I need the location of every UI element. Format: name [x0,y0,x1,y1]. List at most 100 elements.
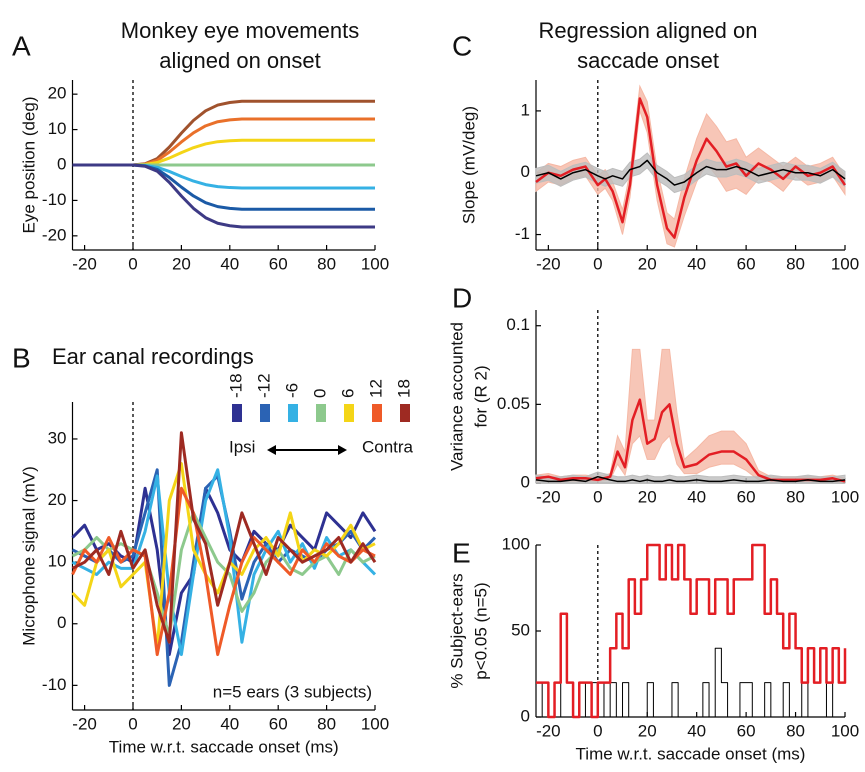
panel-letter: A [12,30,31,61]
x-tick-label: 80 [786,721,805,740]
x-tick-label: 20 [172,714,191,733]
data-line [536,647,845,718]
x-tick-label: 40 [220,254,239,273]
y-tick-label: 0 [57,154,66,173]
x-tick-label: 100 [361,254,389,273]
data-line [72,138,375,167]
panel-title: Ear canal recordings [52,344,254,369]
y-tick-label: -10 [42,190,67,209]
x-tick-label: 0 [128,254,137,273]
data-line [72,99,375,167]
y-tick-label: 0 [521,472,530,491]
legend-swatch [400,404,410,422]
y-tick-label: 20 [48,84,67,103]
legend-swatch [372,404,382,422]
x-tick-label: 0 [593,487,602,506]
x-tick-label: 80 [786,254,805,273]
x-tick-label: 60 [737,254,756,273]
data-line [71,431,377,644]
x-tick-label: 40 [220,714,239,733]
y-axis-label: Variance accounted [447,322,466,471]
x-tick-label: 20 [638,487,657,506]
y-tick-label: 0.05 [497,394,530,413]
y-axis-label: p<0.05 (n=5) [471,582,490,679]
x-tick-label: 60 [269,714,288,733]
x-tick-label: 100 [361,714,389,733]
x-tick-label: 100 [831,721,859,740]
x-tick-label: 80 [786,487,805,506]
data-line [535,475,846,483]
arrow-head-right [338,445,347,455]
x-tick-label: -20 [536,254,561,273]
x-tick-label: -20 [72,714,97,733]
y-tick-label: 30 [48,428,67,447]
data-line [536,543,847,719]
legend-caption-left: Ipsi [229,437,255,456]
x-tick-label: 80 [317,714,336,733]
x-tick-label: 0 [593,721,602,740]
x-tick-label: 20 [638,721,657,740]
data-line [71,486,377,657]
x-axis-label: Time w.r.t. saccade onset (ms) [109,737,339,756]
panel-title: Monkey eye movements [121,18,359,43]
y-tick-label: 0 [57,613,66,632]
y-tick-label: 0 [521,706,530,725]
legend-label: -18 [226,373,245,398]
panel-title: aligned on onset [159,48,320,73]
legend-label: 0 [310,389,329,398]
legend-label: -6 [282,383,301,398]
x-tick-label: -20 [536,721,561,740]
legend-label: 12 [366,379,385,398]
data-line [71,468,377,657]
x-tick-label: 60 [737,487,756,506]
x-tick-label: 40 [687,254,706,273]
data-line [72,163,375,190]
y-tick-label: 10 [48,119,67,138]
y-tick-label: -1 [515,224,530,243]
x-tick-label: 40 [687,487,706,506]
data-line [71,462,376,650]
x-tick-label: -20 [72,254,97,273]
x-tick-label: -20 [536,487,561,506]
y-axis-label: Slope (mV/deg) [459,106,478,224]
y-tick-label: 100 [502,534,530,553]
y-tick-label: -10 [42,675,67,694]
legend-label: 18 [394,379,413,398]
y-tick-label: -20 [42,225,67,244]
legend-swatch [344,404,354,422]
legend-swatch [288,404,298,422]
y-tick-label: 0 [521,162,530,181]
confidence-band [535,348,846,484]
x-tick-label: 20 [638,254,657,273]
panel-title: Regression aligned on [539,18,758,43]
data-line [535,97,847,239]
y-axis-label: % Subject-ears [447,573,466,688]
y-tick-label: 10 [48,552,67,571]
confidence-band [535,84,846,248]
x-tick-label: 20 [172,254,191,273]
data-line [71,486,376,657]
panel-letter: D [452,282,472,313]
data-line [535,398,846,483]
x-tick-label: 60 [737,721,756,740]
x-tick-label: 60 [269,254,288,273]
y-axis-label: for (R 2) [471,365,490,427]
legend-swatch [260,404,270,422]
x-axis-label: Time w.r.t. saccade onset (ms) [576,744,806,763]
annotation: n=5 ears (3 subjects) [213,682,372,701]
y-tick-label: 1 [521,100,530,119]
y-tick-label: 50 [511,620,530,639]
x-tick-label: 0 [128,714,137,733]
x-tick-label: 100 [831,487,859,506]
legend-caption-right: Contra [362,437,414,456]
x-tick-label: 100 [831,254,859,273]
panel-letter: C [452,30,472,61]
data-line [72,163,375,229]
legend-label: -12 [254,373,273,398]
legend-swatch [316,404,326,422]
y-tick-label: 0.1 [506,315,530,334]
data-line [535,159,846,186]
panel-title: saccade onset [577,48,719,73]
x-tick-label: 40 [687,721,706,740]
